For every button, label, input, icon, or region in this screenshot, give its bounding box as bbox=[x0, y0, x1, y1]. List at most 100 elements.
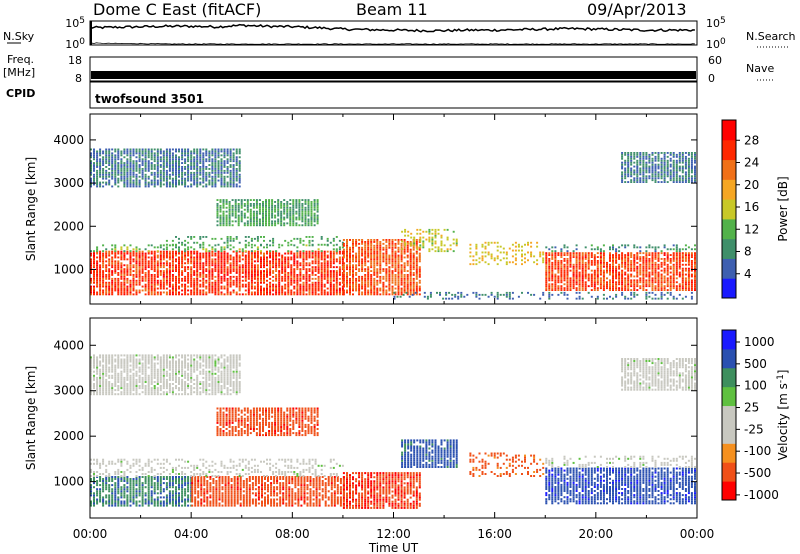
freq-tick-left-bottom: 8 bbox=[75, 72, 82, 85]
power-colorbar-tick-3: 16 bbox=[744, 200, 759, 214]
velocity-region-5 bbox=[469, 452, 545, 477]
date-title: 09/Apr/2013 bbox=[587, 0, 687, 19]
power-region-5 bbox=[469, 241, 545, 266]
power-region-11 bbox=[621, 152, 696, 183]
velocity-colorbar-tick-7: -1000 bbox=[744, 488, 779, 502]
freq-tick-right-top: 60 bbox=[708, 54, 722, 67]
power-colorbar-swatch-1 bbox=[722, 258, 736, 279]
power-colorbar-swatch-2 bbox=[722, 238, 736, 259]
noise-tick-left-top: 105 bbox=[65, 16, 85, 30]
velocity-region-6 bbox=[545, 467, 696, 505]
power-ytick-label-0: 1000 bbox=[53, 262, 84, 276]
power-colorbar-tick-1: 24 bbox=[744, 156, 759, 170]
x-axis-label: Time UT bbox=[368, 541, 419, 554]
velocity-colorbar-swatch-0 bbox=[722, 481, 736, 501]
cpid-label: CPID bbox=[6, 87, 36, 100]
velocity-panel: 1000 2000 3000 4000 Slant Range [km] bbox=[24, 317, 698, 519]
velocity-colorbar-swatch-2 bbox=[722, 443, 736, 463]
power-region-3 bbox=[342, 239, 421, 296]
power-region-4 bbox=[401, 228, 458, 253]
velocity-region-4 bbox=[401, 439, 458, 468]
power-panel: 1000 2000 3000 4000 Slant Range [km] bbox=[24, 113, 698, 305]
power-colorbar-frame bbox=[721, 119, 737, 299]
cpid-frame bbox=[89, 81, 698, 109]
power-colorbar-swatch-3 bbox=[722, 218, 736, 240]
freq-frame bbox=[89, 56, 698, 82]
station-title: Dome C East (fitACF) bbox=[93, 0, 262, 19]
velocity-colorbar-tick-2: 100 bbox=[744, 379, 767, 393]
nave-label: Nave bbox=[746, 62, 775, 75]
cpid-mode-text: twofsound 3501 bbox=[95, 92, 204, 106]
power-region-7 bbox=[545, 244, 696, 253]
power-colorbar-swatch-4 bbox=[722, 199, 736, 220]
power-colorbar-swatch-7 bbox=[722, 139, 736, 161]
velocity-colorbar-tick-6: -500 bbox=[744, 466, 771, 480]
velocity-colorbar-tick-1: 500 bbox=[744, 357, 767, 371]
velocity-ytick-label-2: 3000 bbox=[53, 384, 84, 398]
velocity-region-2 bbox=[90, 458, 344, 477]
velocity-region-3 bbox=[342, 472, 421, 509]
power-colorbar-swatch-5 bbox=[722, 179, 736, 200]
velocity-ylabel: Slant Range [km] bbox=[24, 366, 38, 470]
x-tick-label-6: 00:00 bbox=[680, 527, 715, 541]
frequency-panel: 18 8 60 0 bbox=[68, 54, 722, 85]
freq-tick-left-top: 18 bbox=[68, 54, 82, 67]
noise-tick-right-bottom: 100 bbox=[706, 37, 726, 51]
power-region-9 bbox=[90, 148, 241, 188]
power-colorbar-tick-0: 28 bbox=[744, 133, 759, 147]
velocity-colorbar-frame bbox=[721, 329, 737, 501]
noise-panel: 105 100 105 100 bbox=[65, 16, 726, 51]
x-tick-label-4: 16:00 bbox=[477, 527, 512, 541]
power-colorbar-tick-5: 8 bbox=[744, 245, 752, 259]
x-tick-label-1: 04:00 bbox=[174, 527, 209, 541]
power-ytick-label-3: 4000 bbox=[53, 133, 84, 147]
velocity-region-0 bbox=[90, 476, 193, 507]
power-colorbar-swatch-6 bbox=[722, 159, 736, 180]
velocity-colorbar-swatch-8 bbox=[722, 330, 736, 350]
velocity-colorbar-swatch-6 bbox=[722, 367, 736, 388]
freq-unit-label: [MHz] bbox=[3, 66, 36, 79]
velocity-colorbar-swatch-3 bbox=[722, 424, 736, 444]
power-colorbar-tick-4: 12 bbox=[744, 222, 759, 236]
velocity-colorbar-swatch-5 bbox=[722, 386, 736, 407]
velocity-region-8 bbox=[216, 407, 319, 437]
noise-series-1 bbox=[89, 42, 695, 45]
nsearch-label: N.Search bbox=[746, 30, 796, 43]
velocity-colorbar-tick-3: 25 bbox=[744, 401, 759, 415]
velocity-ytick-label-0: 1000 bbox=[53, 475, 84, 489]
velocity-region-1 bbox=[191, 476, 345, 507]
velocity-region-7 bbox=[545, 455, 696, 468]
beam-title: Beam 11 bbox=[356, 0, 428, 19]
power-colorbar-tick-6: 4 bbox=[744, 267, 752, 281]
power-colorbar-tick-2: 20 bbox=[744, 178, 759, 192]
power-region-0 bbox=[90, 250, 344, 296]
nsky-label: N.Sky bbox=[3, 30, 35, 43]
noise-series-0 bbox=[89, 23, 695, 33]
freq-tick-right-bottom: 0 bbox=[708, 72, 715, 85]
velocity-colorbar-tick-5: -100 bbox=[744, 444, 771, 458]
power-colorbar-swatch-0 bbox=[722, 278, 736, 299]
axes-and-labels: 00:00 04:00 08:00 12:00 16:00 20:00 00:00 Time … bbox=[73, 119, 790, 554]
power-region-6 bbox=[545, 252, 696, 291]
power-ytick-label-1: 2000 bbox=[53, 219, 84, 233]
power-region-2 bbox=[165, 236, 344, 246]
cpid-panel bbox=[89, 81, 698, 109]
power-colorbar-swatch-8 bbox=[722, 120, 736, 141]
freq-label: Freq. bbox=[7, 53, 35, 66]
noise-tick-right-top: 105 bbox=[706, 16, 726, 30]
velocity-colorbar-swatch-7 bbox=[722, 348, 736, 369]
x-tick-label-5: 20:00 bbox=[579, 527, 614, 541]
power-colorbar-label: Power [dB] bbox=[776, 176, 790, 241]
velocity-region-9 bbox=[90, 354, 241, 396]
velocity-ytick-label-3: 4000 bbox=[53, 338, 84, 352]
power-region-10 bbox=[393, 291, 693, 300]
x-tick-label-3: 12:00 bbox=[376, 527, 411, 541]
velocity-colorbar-tick-0: 1000 bbox=[744, 335, 775, 349]
velocity-ytick-label-1: 2000 bbox=[53, 429, 84, 443]
velocity-colorbar-tick-4: -25 bbox=[744, 422, 764, 436]
velocity-region-10 bbox=[621, 358, 696, 391]
x-tick-label-2: 08:00 bbox=[275, 527, 310, 541]
power-region-8 bbox=[216, 199, 319, 227]
power-ylabel: Slant Range [km] bbox=[24, 157, 38, 261]
